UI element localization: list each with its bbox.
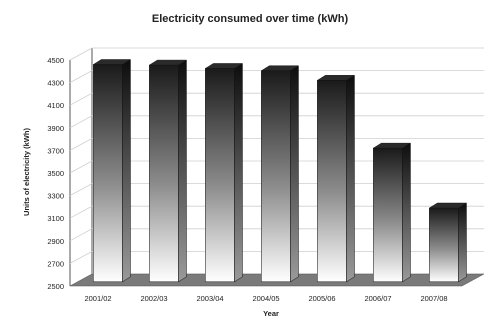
bar — [260, 65, 300, 283]
bar-top — [148, 59, 188, 66]
x-tick-label: 2004/05 — [252, 294, 279, 303]
bar — [316, 74, 356, 283]
bar-top — [260, 65, 300, 71]
bar-side — [346, 74, 355, 283]
x-tick-label: 2003/04 — [196, 294, 223, 303]
x-tick-label: 2006/07 — [364, 294, 391, 303]
bar-top — [204, 63, 244, 69]
y-tick-label: 2900 — [47, 237, 64, 246]
bar-side — [178, 59, 187, 283]
y-tick-label: 3900 — [47, 124, 64, 133]
x-tick-label: 2001/02 — [84, 294, 111, 303]
bar-front — [149, 64, 179, 283]
bar-top — [428, 202, 468, 209]
bar — [372, 142, 412, 283]
gridline — [69, 70, 484, 83]
chart-title: Electricity consumed over time (kWh) — [152, 13, 349, 25]
bar-front — [93, 64, 123, 283]
gridline — [69, 47, 484, 61]
bar-top — [316, 75, 356, 81]
bars — [92, 59, 468, 283]
y-tick-label: 3700 — [47, 146, 64, 155]
y-tick-label: 4500 — [47, 56, 64, 65]
y-axis-label: Units of electricity (kWh) — [22, 128, 31, 216]
bar — [428, 202, 468, 283]
y-tick-label: 2500 — [47, 282, 64, 291]
bar-side — [290, 65, 299, 283]
bar-side — [234, 63, 243, 283]
y-axis-ticks: 2500 2700 2900 3100 3300 3500 3700 3900 4100 4300… — [47, 56, 64, 291]
y-tick-label: 3500 — [47, 169, 64, 178]
bar-top — [372, 142, 412, 149]
x-tick-label: 2002/03 — [140, 294, 167, 303]
x-tick-label: 2007/08 — [420, 294, 447, 303]
x-tick-label: 2005/06 — [308, 294, 335, 303]
bar-side — [458, 202, 467, 283]
bar — [92, 59, 132, 283]
y-tick-label: 3100 — [47, 214, 64, 223]
bar-front — [317, 80, 347, 283]
x-axis-ticks: 2001/02 2002/03 2003/04 2004/05 2005/06 2006/… — [84, 294, 447, 303]
bar — [148, 59, 188, 283]
y-tick-label: 3300 — [47, 192, 64, 201]
bar-front — [205, 68, 235, 283]
y-tick-label: 4300 — [47, 79, 64, 88]
bar — [204, 63, 244, 283]
bar-top — [92, 59, 132, 65]
x-axis-label: Year — [263, 309, 279, 318]
bar-front — [261, 70, 291, 283]
bar-side — [122, 59, 131, 283]
y-tick-label: 4100 — [47, 101, 64, 110]
bar-front — [373, 147, 403, 283]
bar-front — [429, 207, 459, 283]
bar-side — [402, 142, 411, 283]
y-tick-label: 2700 — [47, 259, 64, 268]
